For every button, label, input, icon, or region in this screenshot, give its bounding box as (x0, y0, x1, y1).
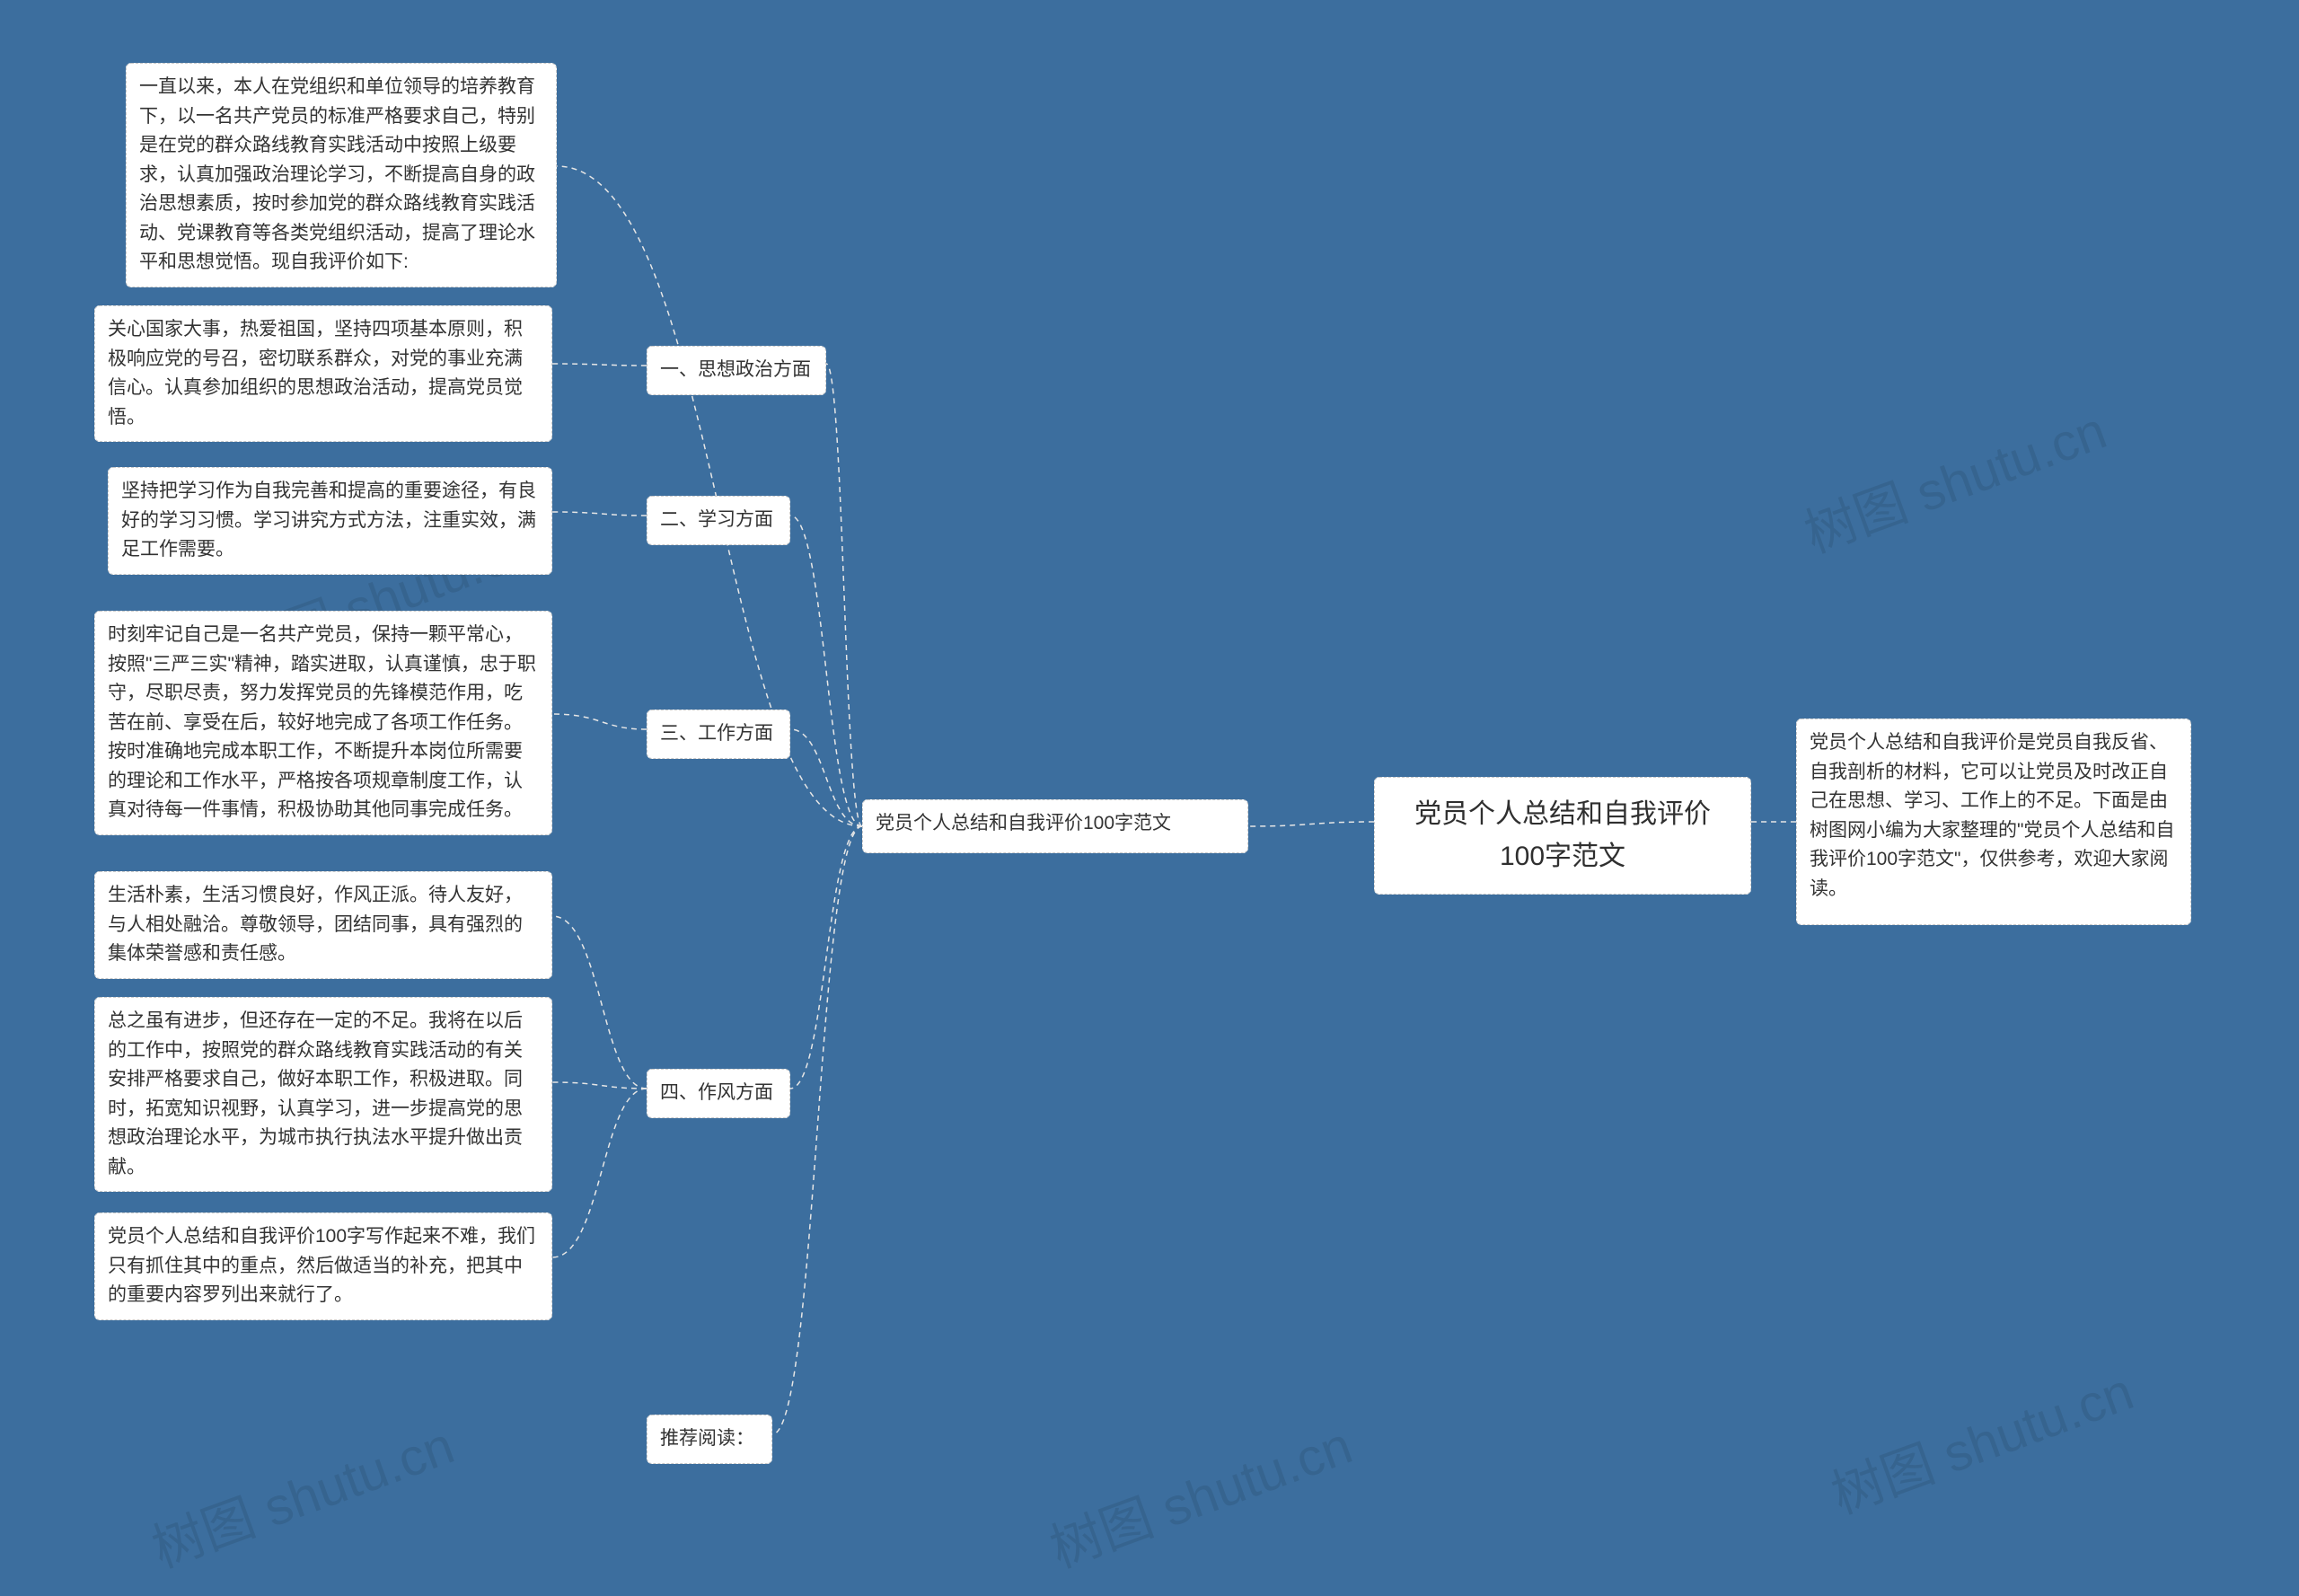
connector-path (790, 826, 862, 1089)
leaf-node: 关心国家大事，热爱祖国，坚持四项基本原则，积极响应党的号召，密切联系群众，对党的… (94, 305, 552, 442)
center-node: 党员个人总结和自我评价100字范文 (1374, 777, 1751, 895)
leaf-node: 党员个人总结和自我评价100字写作起来不难，我们只有抓住其中的重点，然后做适当的… (94, 1212, 552, 1320)
leaf-node: 总之虽有进步，但还存在一定的不足。我将在以后的工作中，按照党的群众路线教育实践活… (94, 997, 552, 1192)
subtitle-node: 党员个人总结和自我评价100字范文 (862, 799, 1248, 853)
section-node: 一、思想政治方面 (647, 346, 826, 395)
connector-path (552, 512, 647, 516)
connector-path (552, 364, 647, 366)
leaf-node: 一直以来，本人在党组织和单位领导的培养教育下，以一名共产党员的标准严格要求自己，… (126, 63, 557, 287)
leaf-node: 坚持把学习作为自我完善和提高的重要途径，有良好的学习习惯。学习讲究方式方法，注重… (108, 467, 552, 575)
section-node: 三、工作方面 (647, 710, 790, 759)
connector-path (552, 1089, 647, 1257)
right-description-node: 党员个人总结和自我评价是党员自我反省、自我剖析的材料，它可以让党员及时改正自己在… (1796, 719, 2191, 925)
leaf-node: 生活朴素，生活习惯良好，作风正派。待人友好，与人相处融洽。尊敬领导，团结同事，具… (94, 871, 552, 979)
watermark-text: 树图 shutu.cn (1793, 388, 2115, 567)
watermark-text: 树图 shutu.cn (140, 1403, 462, 1582)
connector-path (552, 1082, 647, 1089)
section-node: 推荐阅读： (647, 1415, 772, 1464)
watermark-text: 树图 shutu.cn (1038, 1403, 1361, 1582)
watermark-text: 树图 shutu.cn (1819, 1349, 2142, 1528)
connector-path (1248, 822, 1374, 826)
connector-path (552, 714, 647, 729)
connector-path (790, 729, 862, 826)
section-node: 二、学习方面 (647, 496, 790, 545)
connector-path (826, 364, 862, 826)
section-node: 四、作风方面 (647, 1069, 790, 1118)
connector-path (772, 826, 862, 1434)
leaf-node: 时刻牢记自己是一名共产党员，保持一颗平常心，按照"三严三实"精神，踏实进取，认真… (94, 611, 552, 835)
connector-path (552, 916, 647, 1089)
connector-path (790, 516, 862, 826)
